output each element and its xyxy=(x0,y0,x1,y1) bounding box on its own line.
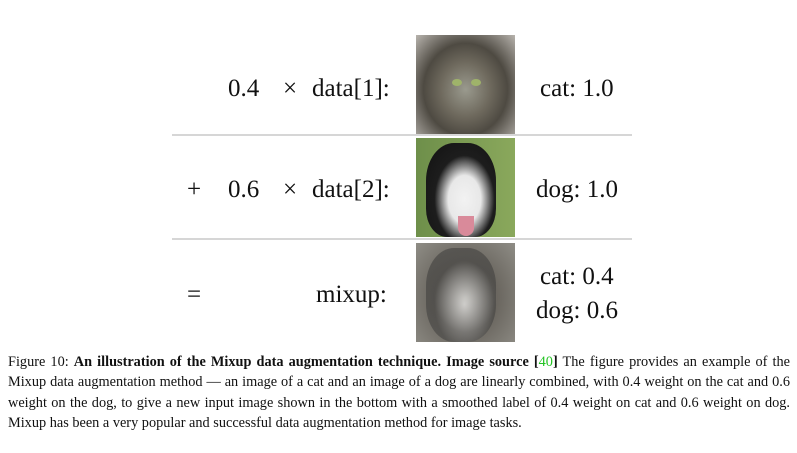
citation-link[interactable]: 40 xyxy=(538,354,553,370)
divider xyxy=(172,238,632,240)
plus-operator: + xyxy=(187,176,202,203)
mixup-image xyxy=(416,243,515,342)
caption-prefix: Figure 10: xyxy=(8,354,69,370)
times-1: × xyxy=(283,75,298,102)
cat-eye xyxy=(471,79,481,86)
weight-2: 0.6 xyxy=(228,176,260,203)
cat-eye xyxy=(452,79,462,86)
cat-image xyxy=(416,35,515,134)
divider xyxy=(172,134,632,136)
caption-text: The figure provides an example of the Mi… xyxy=(8,354,790,432)
times-2: × xyxy=(283,176,298,203)
figure-caption: Figure 10: An illustration of the Mixup … xyxy=(8,352,790,434)
weight-1: 0.4 xyxy=(228,75,260,102)
label-1: cat: 1.0 xyxy=(540,75,614,102)
mixed-head xyxy=(426,248,496,342)
label-3-cat: cat: 0.4 xyxy=(540,263,614,290)
dog-image xyxy=(416,138,515,237)
source-2: data[2]: xyxy=(312,176,390,203)
source-3: mixup: xyxy=(316,281,387,308)
equals-operator: = xyxy=(187,281,202,308)
caption-title-end: ] xyxy=(552,354,558,370)
label-2: dog: 1.0 xyxy=(536,176,618,203)
caption-title: An illustration of the Mixup data augmen… xyxy=(73,354,539,370)
dog-tongue xyxy=(458,216,474,236)
label-3-dog: dog: 0.6 xyxy=(536,297,618,324)
source-1: data[1]: xyxy=(312,75,390,102)
